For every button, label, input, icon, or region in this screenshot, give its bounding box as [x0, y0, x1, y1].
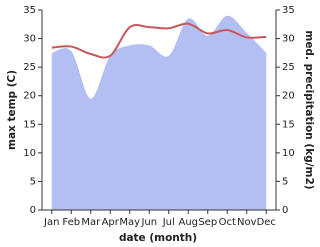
precip-area	[51, 15, 267, 210]
x-tick-label: Jun	[140, 217, 157, 228]
x-tick-label: Jul	[162, 217, 175, 228]
x-tick-label: Apr	[102, 217, 120, 228]
x-tick-label: Feb	[62, 217, 80, 228]
x-tick-label: Oct	[219, 217, 236, 228]
y-tick-label: 30	[23, 34, 36, 45]
y2-axis-label: med. precipitation (kg/m2)	[303, 30, 315, 189]
y-tick-label: 0	[30, 205, 36, 216]
y-tick-label: 20	[23, 91, 36, 102]
x-tick-label: Sep	[198, 217, 217, 228]
y-axis-label: max temp (C)	[6, 70, 18, 150]
y-tick-label: 35	[23, 5, 36, 16]
y2-tick-label: 20	[282, 91, 295, 102]
y-tick-label: 5	[30, 176, 36, 187]
x-tick-label: Dec	[257, 217, 276, 228]
x-tick-label: Aug	[178, 217, 198, 228]
y2-tick-label: 5	[282, 176, 288, 187]
temp-line	[51, 22, 267, 59]
y2-tick-label: 0	[282, 205, 288, 216]
y2-tick-label: 10	[282, 148, 295, 159]
y-tick-label: 15	[23, 119, 36, 130]
x-tick-label: Mar	[81, 217, 101, 228]
y2-tick-label: 15	[282, 119, 295, 130]
x-tick-label: Nov	[237, 217, 257, 228]
x-tick-label: May	[119, 217, 140, 228]
y2-tick-label: 30	[282, 34, 295, 45]
y2-tick-label: 35	[282, 5, 295, 16]
y-tick-label: 10	[23, 148, 36, 159]
x-tick-label: Jan	[43, 217, 59, 228]
x-axis-label: date (month)	[119, 232, 197, 244]
y-tick-label: 25	[23, 62, 36, 73]
y2-tick-label: 25	[282, 62, 295, 73]
